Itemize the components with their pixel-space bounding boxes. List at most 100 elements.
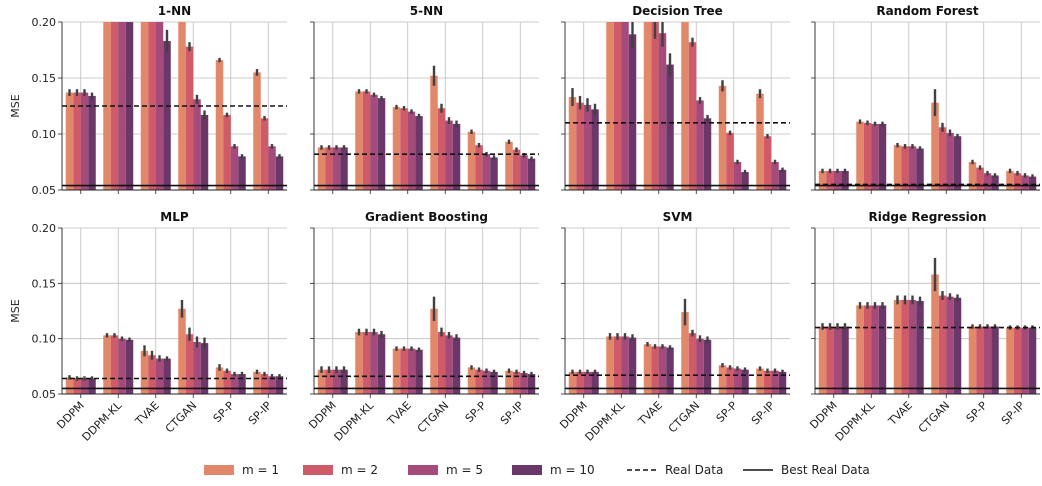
subplot-title: 1-NN (158, 4, 191, 18)
bar (275, 156, 284, 190)
bar (583, 104, 592, 190)
bars (818, 257, 1037, 394)
bar (1006, 327, 1014, 394)
bar (908, 146, 917, 190)
bar (163, 41, 171, 190)
bar (771, 162, 779, 190)
subplot-1: 0.05 0.10 0.15 0.20 1-NN MSE (9, 4, 287, 197)
bar (901, 146, 909, 190)
bar (490, 371, 498, 394)
bar (718, 365, 727, 394)
bar (703, 118, 712, 190)
bar (452, 337, 461, 394)
bar (613, 22, 622, 190)
x-tick-label: CTGAN (916, 399, 953, 436)
legend-label: m = 1 (242, 463, 279, 477)
bar (193, 341, 201, 394)
bar (325, 369, 333, 394)
x-tick-label: SP-IP (498, 399, 527, 428)
bar (260, 118, 269, 190)
subplot-title: Random Forest (876, 4, 979, 18)
bar (621, 22, 629, 190)
legend-label: Best Real Data (781, 463, 870, 477)
x-tick-label: TVAE (885, 399, 915, 429)
bar (968, 162, 977, 190)
bar (756, 93, 764, 190)
bar (73, 92, 81, 190)
bar (703, 339, 712, 394)
y-axis-label: MSE (9, 94, 22, 117)
y-tick-label: 0.10 (32, 128, 57, 141)
bar (916, 301, 924, 394)
bar (591, 371, 599, 394)
bar (452, 123, 461, 190)
bar (576, 371, 584, 394)
bar (407, 111, 416, 190)
bar (666, 64, 674, 190)
bar (505, 370, 513, 394)
legend-label: Real Data (665, 463, 723, 477)
bar (527, 158, 536, 190)
bar (527, 374, 536, 394)
bar (901, 299, 909, 394)
x-tick-label: DDPM (557, 399, 590, 432)
x-tick-label: TVAE (635, 399, 665, 429)
bar (696, 100, 704, 190)
subplot-2: 5-NN (310, 4, 539, 194)
bar (415, 116, 423, 190)
bar (430, 75, 438, 190)
bar (355, 91, 363, 190)
bar (741, 369, 749, 394)
legend: m = 1 m = 2 m = 5 m = 10 Real Data Best Real … (204, 463, 870, 477)
subplot-4: Random Forest (811, 4, 1040, 194)
legend-label: m = 2 (341, 463, 378, 477)
bar (215, 60, 224, 190)
bar (778, 371, 787, 394)
bar (916, 148, 924, 190)
bar (863, 305, 872, 394)
x-tick-label: CTGAN (666, 399, 703, 436)
bar (968, 326, 977, 394)
bar (628, 34, 637, 190)
bar (938, 295, 947, 394)
x-tick-label: SP-P (463, 399, 489, 425)
x-tick-label: SP-P (964, 399, 990, 425)
bar (666, 347, 674, 394)
legend-item: Real Data (627, 463, 723, 477)
bar (490, 157, 498, 190)
x-tick-label: TVAE (132, 399, 162, 429)
bar (148, 355, 156, 394)
x-tick-label: CTGAN (163, 399, 200, 436)
bar (1028, 176, 1037, 190)
y-tick-label: 0.20 (32, 16, 57, 29)
bar (392, 107, 401, 190)
bar (763, 136, 772, 190)
bar (818, 170, 827, 190)
bar (80, 378, 89, 394)
bar (651, 346, 659, 394)
subplot-title: 5-NN (410, 4, 443, 18)
x-tick-label: TVAE (384, 399, 414, 429)
bar (65, 377, 74, 394)
bar (512, 149, 521, 190)
bar (576, 102, 584, 190)
bar (1021, 175, 1029, 190)
bar (185, 46, 194, 190)
bar (946, 296, 954, 394)
bar (871, 305, 879, 394)
bar (370, 94, 378, 190)
bar (253, 72, 261, 190)
bar (377, 98, 386, 190)
bar (467, 367, 476, 394)
bar (976, 326, 984, 394)
bar (841, 326, 849, 394)
bar (155, 358, 164, 394)
bar (73, 378, 81, 394)
bar (200, 114, 209, 190)
bar (325, 147, 333, 190)
bar (317, 369, 326, 394)
bar (332, 369, 341, 394)
subplot-title: Ridge Regression (868, 210, 986, 224)
